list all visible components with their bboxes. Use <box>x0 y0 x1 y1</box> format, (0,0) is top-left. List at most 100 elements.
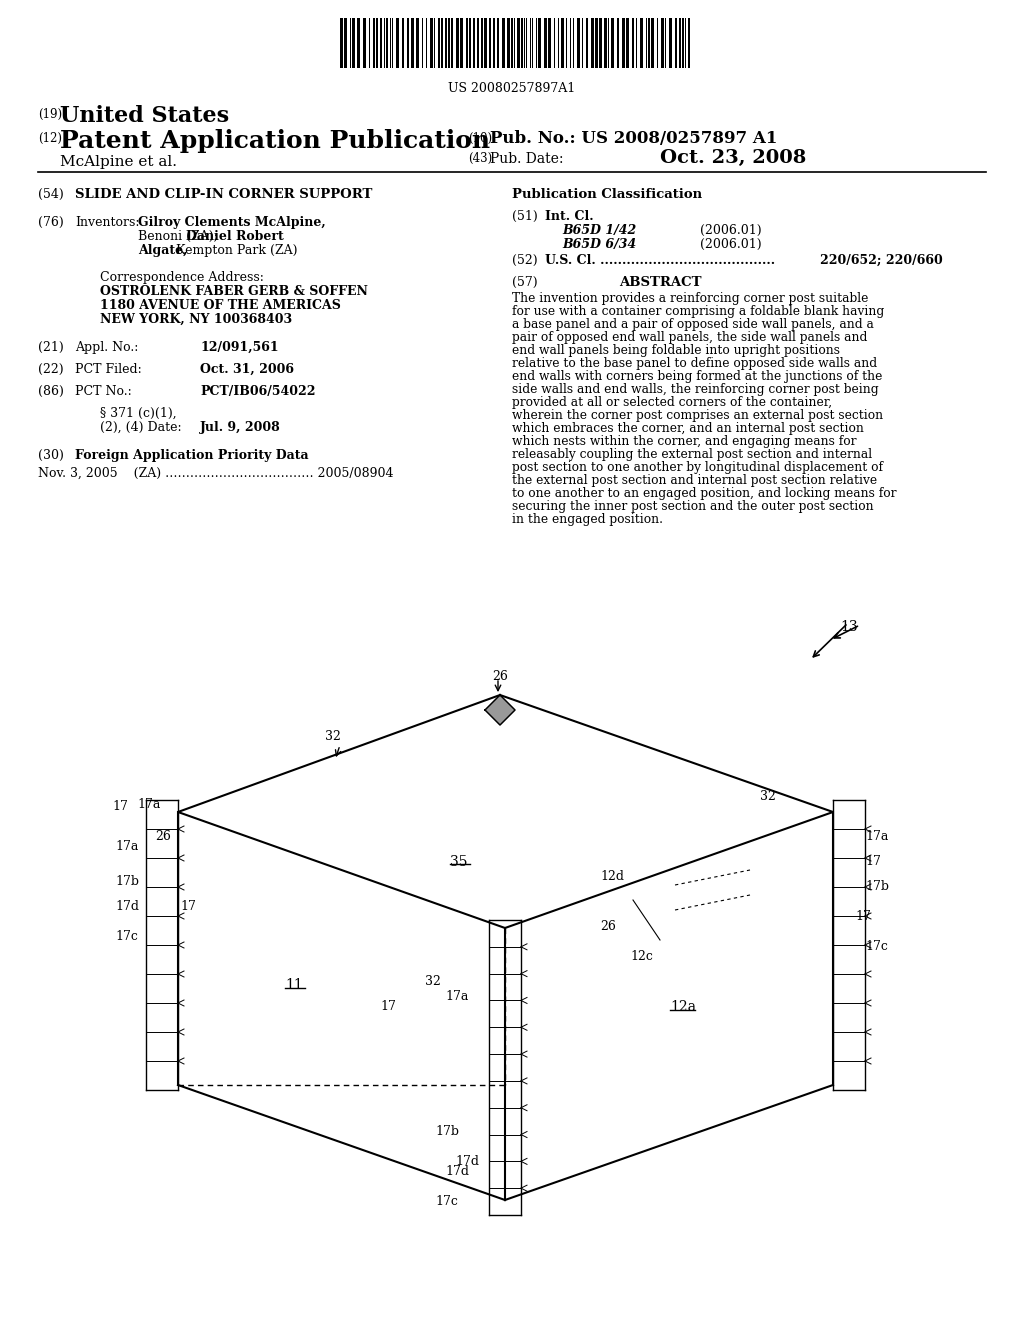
Text: SLIDE AND CLIP-IN CORNER SUPPORT: SLIDE AND CLIP-IN CORNER SUPPORT <box>75 187 373 201</box>
Text: 12d: 12d <box>600 870 624 883</box>
Text: 17c: 17c <box>115 931 138 942</box>
Text: 17a: 17a <box>115 840 138 853</box>
Text: for use with a container comprising a foldable blank having: for use with a container comprising a fo… <box>512 305 885 318</box>
Text: end wall panels being foldable into upright positions: end wall panels being foldable into upri… <box>512 345 840 356</box>
Bar <box>511 18 513 69</box>
Text: McAlpine et al.: McAlpine et al. <box>60 154 177 169</box>
Bar <box>402 18 404 69</box>
Text: 17a: 17a <box>865 830 889 843</box>
Bar <box>688 18 690 69</box>
Text: (43): (43) <box>468 152 493 165</box>
Text: 17c: 17c <box>865 940 888 953</box>
Text: Pub. No.: US 2008/0257897 A1: Pub. No.: US 2008/0257897 A1 <box>490 129 777 147</box>
Bar <box>344 18 347 69</box>
Text: Patent Application Publication: Patent Application Publication <box>60 129 490 153</box>
Text: Jul. 9, 2008: Jul. 9, 2008 <box>200 421 281 434</box>
Text: 17d: 17d <box>445 1166 469 1177</box>
Text: (76): (76) <box>38 216 63 228</box>
Text: 12c: 12c <box>630 950 653 964</box>
Text: 17: 17 <box>380 1001 396 1012</box>
Text: Foreign Application Priority Data: Foreign Application Priority Data <box>75 449 308 462</box>
Bar <box>591 18 594 69</box>
Text: (2006.01): (2006.01) <box>700 224 762 238</box>
Bar <box>595 18 598 69</box>
Text: 17d: 17d <box>115 900 139 913</box>
Text: 12/091,561: 12/091,561 <box>200 341 279 354</box>
Text: the external post section and internal post section relative: the external post section and internal p… <box>512 474 878 487</box>
Text: The invention provides a reinforcing corner post suitable: The invention provides a reinforcing cor… <box>512 292 868 305</box>
Text: relative to the base panel to define opposed side walls and: relative to the base panel to define opp… <box>512 356 878 370</box>
Bar <box>599 18 602 69</box>
Text: Oct. 31, 2006: Oct. 31, 2006 <box>200 363 294 376</box>
Text: which embraces the corner, and an internal post section: which embraces the corner, and an intern… <box>512 422 864 436</box>
Text: Benoni (ZA);: Benoni (ZA); <box>138 230 222 243</box>
Bar <box>489 18 490 69</box>
Text: 1180 AVENUE OF THE AMERICAS: 1180 AVENUE OF THE AMERICAS <box>100 300 341 312</box>
Text: 17: 17 <box>112 800 128 813</box>
Bar <box>386 18 388 69</box>
Text: in the engaged position.: in the engaged position. <box>512 513 663 525</box>
Bar <box>438 18 440 69</box>
Text: (86): (86) <box>38 385 63 399</box>
Text: wherein the corner post comprises an external post section: wherein the corner post comprises an ext… <box>512 409 883 422</box>
Bar <box>357 18 360 69</box>
Bar <box>380 18 382 69</box>
Text: (19): (19) <box>38 108 62 121</box>
Text: (12): (12) <box>38 132 62 145</box>
Bar <box>507 18 510 69</box>
Bar <box>362 18 366 69</box>
Text: ABSTRACT: ABSTRACT <box>618 276 701 289</box>
Bar <box>604 18 607 69</box>
Text: 26: 26 <box>492 671 508 682</box>
Bar <box>493 18 495 69</box>
Bar <box>561 18 564 69</box>
Bar <box>544 18 547 69</box>
Bar <box>473 18 475 69</box>
Bar <box>648 18 650 69</box>
Text: (2006.01): (2006.01) <box>700 238 762 251</box>
Text: 32: 32 <box>325 730 341 743</box>
Bar <box>373 18 375 69</box>
Text: (51): (51) <box>512 210 538 223</box>
Bar <box>445 18 447 69</box>
Bar <box>376 18 378 69</box>
Text: post section to one another by longitudinal displacement of: post section to one another by longitudi… <box>512 461 883 474</box>
Text: (30): (30) <box>38 449 63 462</box>
Bar <box>411 18 414 69</box>
Text: 12a: 12a <box>670 1001 696 1014</box>
Text: (10): (10) <box>468 132 493 145</box>
Bar <box>651 18 654 69</box>
Text: Nov. 3, 2005    (ZA) ……………………………… 2005/08904: Nov. 3, 2005 (ZA) ……………………………… 2005/0890… <box>38 467 393 480</box>
Bar <box>626 18 629 69</box>
Text: Daniel Robert: Daniel Robert <box>186 230 284 243</box>
Text: 26: 26 <box>600 920 615 933</box>
Text: (54): (54) <box>38 187 63 201</box>
Text: side walls and end walls, the reinforcing corner post being: side walls and end walls, the reinforcin… <box>512 383 879 396</box>
Text: U.S. Cl. ........................................: U.S. Cl. ...............................… <box>545 253 775 267</box>
Text: 13: 13 <box>840 620 858 634</box>
Text: Appl. No.:: Appl. No.: <box>75 341 138 354</box>
Bar <box>460 18 463 69</box>
Text: 26: 26 <box>155 830 171 843</box>
Text: § 371 (c)(1),: § 371 (c)(1), <box>100 407 176 420</box>
Text: US 20080257897A1: US 20080257897A1 <box>449 82 575 95</box>
Bar <box>679 18 681 69</box>
Text: end walls with corners being formed at the junctions of the: end walls with corners being formed at t… <box>512 370 883 383</box>
Bar <box>662 18 664 69</box>
Bar <box>484 18 487 69</box>
Bar <box>640 18 643 69</box>
Bar <box>586 18 588 69</box>
Bar <box>416 18 419 69</box>
Text: (21): (21) <box>38 341 63 354</box>
Bar <box>517 18 520 69</box>
Bar <box>497 18 499 69</box>
Text: 220/652; 220/660: 220/652; 220/660 <box>820 253 943 267</box>
Bar <box>622 18 625 69</box>
Text: (22): (22) <box>38 363 63 376</box>
Bar <box>441 18 443 69</box>
Bar <box>477 18 479 69</box>
Text: Algate,: Algate, <box>138 244 187 257</box>
Text: a base panel and a pair of opposed side wall panels, and a: a base panel and a pair of opposed side … <box>512 318 873 331</box>
Bar <box>548 18 551 69</box>
Text: PCT No.:: PCT No.: <box>75 385 132 399</box>
